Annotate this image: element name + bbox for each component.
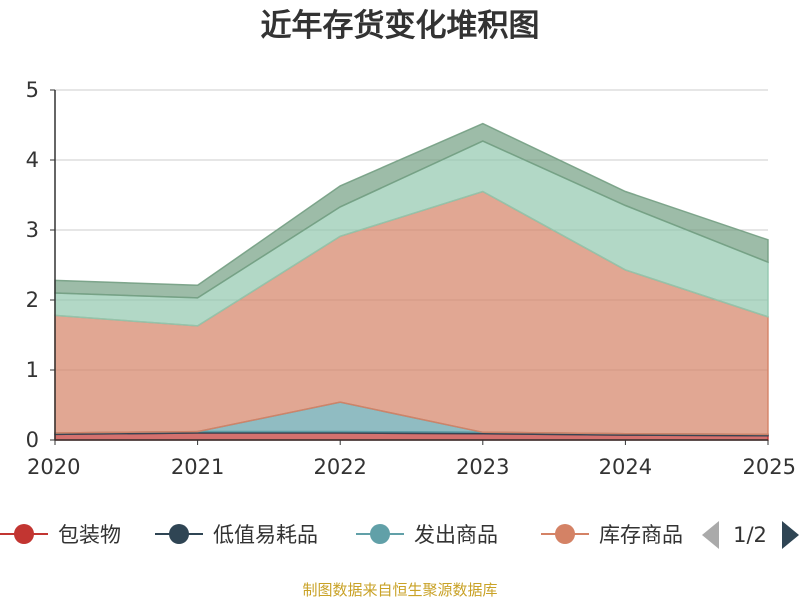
y-tick-label: 4	[26, 148, 39, 172]
legend-dot-icon	[169, 524, 189, 544]
legend-item[interactable]: 发出商品	[356, 523, 498, 547]
y-tick-label: 0	[26, 428, 39, 452]
legend-page-indicator: 1/2	[733, 523, 767, 547]
x-tick-label: 2021	[171, 455, 224, 479]
legend-prev-page-icon[interactable]	[702, 521, 719, 549]
y-tick-label: 5	[26, 78, 39, 102]
legend-label: 低值易耗品	[213, 523, 318, 547]
y-tick-label: 1	[26, 358, 39, 382]
x-tick-label: 2023	[456, 455, 509, 479]
legend-label: 包装物	[58, 523, 121, 547]
legend-dot-icon	[370, 524, 390, 544]
legend-label: 库存商品	[599, 523, 683, 547]
legend-dot-icon	[555, 524, 575, 544]
legend-item[interactable]: 库存商品	[541, 523, 683, 547]
x-tick-label: 2025	[743, 455, 796, 479]
legend-label: 发出商品	[414, 523, 498, 547]
y-tick-label: 3	[26, 218, 39, 242]
legend-next-page-icon[interactable]	[782, 521, 799, 549]
area-series-6	[54, 122, 769, 299]
source-note: 制图数据来自恒生聚源数据库	[302, 581, 497, 599]
axes: 0 1 2 3 4 5 2020 2021 2022 2023 2024 2025	[26, 78, 796, 479]
legend[interactable]: 包装物 低值易耗品 发出商品 库存商品 1/2	[0, 521, 799, 549]
x-tick-label: 2020	[27, 455, 80, 479]
area-series-group	[54, 122, 769, 441]
legend-item[interactable]: 低值易耗品	[155, 523, 318, 547]
x-tick-label: 2022	[313, 455, 366, 479]
legend-items: 包装物 低值易耗品 发出商品 库存商品	[0, 523, 683, 547]
legend-dot-icon	[14, 524, 34, 544]
y-tick-label: 2	[26, 288, 39, 312]
chart-title: 近年存货变化堆积图	[261, 8, 540, 44]
legend-item[interactable]: 包装物	[0, 523, 121, 547]
x-tick-label: 2024	[599, 455, 652, 479]
